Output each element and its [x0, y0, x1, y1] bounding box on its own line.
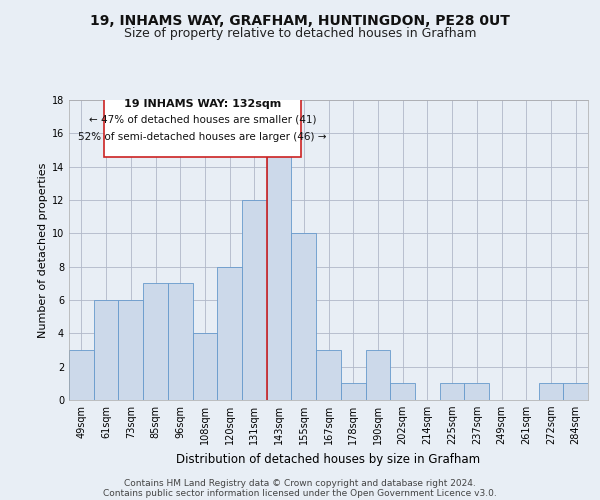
Bar: [539, 384, 563, 400]
Y-axis label: Number of detached properties: Number of detached properties: [38, 162, 47, 338]
Text: 52% of semi-detached houses are larger (46) →: 52% of semi-detached houses are larger (…: [78, 132, 327, 141]
Bar: [143, 284, 168, 400]
Bar: [193, 334, 217, 400]
Bar: [316, 350, 341, 400]
Bar: [168, 284, 193, 400]
Bar: [440, 384, 464, 400]
Bar: [365, 350, 390, 400]
Text: ← 47% of detached houses are smaller (41): ← 47% of detached houses are smaller (41…: [89, 115, 316, 125]
Bar: [563, 384, 588, 400]
Bar: [242, 200, 267, 400]
Text: 19, INHAMS WAY, GRAFHAM, HUNTINGDON, PE28 0UT: 19, INHAMS WAY, GRAFHAM, HUNTINGDON, PE2…: [90, 14, 510, 28]
Bar: [267, 150, 292, 400]
Text: 19 INHAMS WAY: 132sqm: 19 INHAMS WAY: 132sqm: [124, 99, 281, 109]
Bar: [69, 350, 94, 400]
Bar: [217, 266, 242, 400]
Bar: [118, 300, 143, 400]
Bar: [464, 384, 489, 400]
Text: Contains HM Land Registry data © Crown copyright and database right 2024.: Contains HM Land Registry data © Crown c…: [124, 478, 476, 488]
Bar: [390, 384, 415, 400]
X-axis label: Distribution of detached houses by size in Grafham: Distribution of detached houses by size …: [176, 452, 481, 466]
Bar: [94, 300, 118, 400]
Bar: [292, 234, 316, 400]
Text: Contains public sector information licensed under the Open Government Licence v3: Contains public sector information licen…: [103, 488, 497, 498]
FancyBboxPatch shape: [104, 86, 301, 156]
Text: Size of property relative to detached houses in Grafham: Size of property relative to detached ho…: [124, 28, 476, 40]
Bar: [341, 384, 365, 400]
